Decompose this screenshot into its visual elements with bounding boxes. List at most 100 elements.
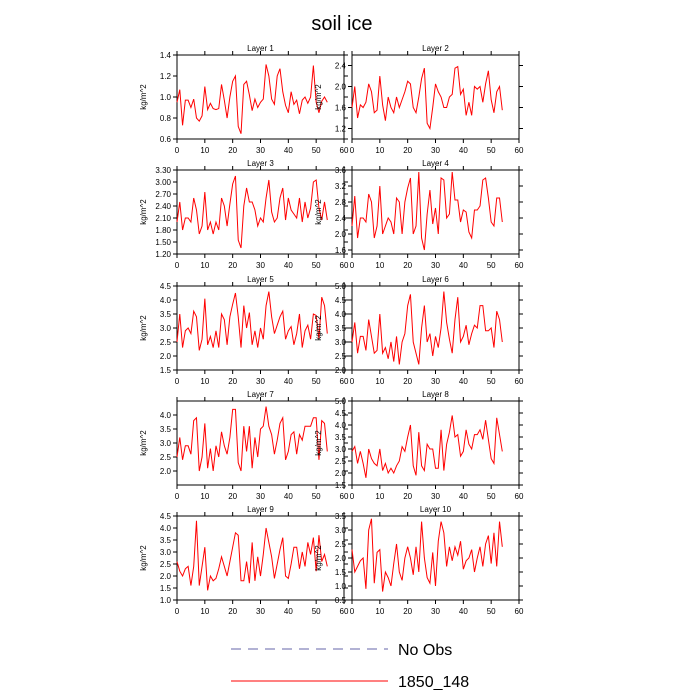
layer-8-ytick-label: 4.0 [335,421,347,430]
layer-5-xtick-label: 10 [200,377,209,386]
layer-2-xtick-label: 30 [431,146,440,155]
layer-8-ytick-label: 3.0 [335,445,347,454]
layer-8-title: Layer 8 [422,390,449,399]
layer-2-xtick-label: 50 [487,146,496,155]
layer-9-xtick-label: 60 [340,607,349,616]
layer-5-ytick-label: 2.5 [160,338,172,347]
layer-3-ytick-label: 1.50 [155,238,171,247]
layer-7-ylabel: kg/m^2 [139,430,148,456]
layer-9-series-line [176,520,328,591]
layer-4-ytick-label: 2.0 [335,230,347,239]
layer-1-xtick-label: 20 [228,146,237,155]
layer-10-ytick-label: 2.5 [335,540,347,549]
layer-8-panel: Layer 8 0 10 20 30 40 50 60 1.5 2.0 2.5 3.0 3.5 4.0 4.… [314,390,524,501]
layer-4-series-line [351,171,503,251]
layer-10-frame [351,515,520,601]
layer-9-xtick-label: 30 [256,607,265,616]
layer-7-xtick-label: 40 [284,492,293,501]
layer-7-xtick-label: 20 [228,492,237,501]
layer-4-ylabel: kg/m^2 [314,199,323,225]
layer-7-xtick-label: 50 [312,492,321,501]
layer-5-title: Layer 5 [247,275,274,284]
layer-9-ytick-label: 2.5 [160,560,172,569]
layer-2-ytick-label: 2.0 [335,83,347,92]
layer-10-ytick-label: 2.0 [335,554,347,563]
layer-5-ytick-label: 4.5 [160,282,172,291]
layer-2-series-line [351,65,503,131]
layer-7-series-line [176,406,328,472]
legend: No Obs 1850_148 [231,642,469,691]
layer-3-xtick-label: 60 [340,261,349,270]
layer-1-ytick-label: 0.8 [160,114,172,123]
layer-1-xtick-label: 30 [256,146,265,155]
layer-8-ytick-label: 5.0 [335,397,347,406]
layer-1-ylabel: kg/m^2 [139,84,148,110]
layer-5-xtick-label: 20 [228,377,237,386]
layer-9-title: Layer 9 [247,505,274,514]
layer-6-panel: Layer 6 0 10 20 30 40 50 60 2.0 2.5 3.0 3.5 4.0 4.5 5.… [314,275,524,386]
panels: Layer 10 10 20 30 40 50 600.60.81.01.21.4kg/m^… [139,44,524,616]
layer-2-ytick-label: 2.4 [335,62,347,71]
layer-5-xtick-label: 0 [175,377,180,386]
layer-5-xtick-label: 30 [256,377,265,386]
layer-10-xtick-label: 10 [375,607,384,616]
layer-3-panel: Layer 3 0 10 20 30 40 50 60 1.20 1.50 1.80 2.10 2.40… [139,159,349,270]
layer-6-ylabel: kg/m^2 [314,315,323,341]
layer-6-xtick-label: 20 [403,377,412,386]
layer-5-xtick-label: 60 [340,377,349,386]
layer-10-xtick-label: 40 [459,607,468,616]
layer-8-xtick-label: 50 [487,492,496,501]
layer-3-ytick-label: 3.30 [155,166,171,175]
layer-4-panel: Layer 4 0 10 20 30 40 50 60 1.6 2.0 2.4 2.8 3.2 3.6 kg… [314,159,524,270]
layer-7-ytick-label: 2.0 [160,467,172,476]
layer-2-xtick-label: 40 [459,146,468,155]
layer-7-ytick-label: 3.5 [160,425,172,434]
layer-10-ytick-label: 3.5 [335,512,347,521]
layer-4-xtick-label: 0 [350,261,355,270]
layer-6-xtick-label: 10 [375,377,384,386]
layer-3-ytick-label: 2.40 [155,202,171,211]
layer-6-ytick-label: 3.5 [335,324,347,333]
layer-10-xtick-label: 50 [487,607,496,616]
layer-6-title: Layer 6 [422,275,449,284]
layer-6-xtick-label: 50 [487,377,496,386]
layer-6-xtick-label: 40 [459,377,468,386]
layer-8-xtick-label: 30 [431,492,440,501]
layer-9-ylabel: kg/m^2 [139,545,148,571]
layer-5-xtick-label: 40 [284,377,293,386]
layer-5-ytick-label: 4.0 [160,296,172,305]
layer-6-ytick-label: 2.0 [335,366,347,375]
layer-3-ytick-label: 2.70 [155,190,171,199]
layer-3-xtick-label: 50 [312,261,321,270]
layer-9-ytick-label: 3.5 [160,536,172,545]
layer-10-ytick-label: 0.5 [335,596,347,605]
layer-6-xtick-label: 0 [350,377,355,386]
layer-4-xtick-label: 30 [431,261,440,270]
layer-8-xtick-label: 20 [403,492,412,501]
layer-8-xtick-label: 0 [350,492,355,501]
layer-10-xtick-label: 60 [515,607,524,616]
layer-1-xtick-label: 0 [175,146,180,155]
layer-10-ytick-label: 1.5 [335,568,347,577]
layer-10-xtick-label: 20 [403,607,412,616]
layer-4-ytick-label: 2.8 [335,198,347,207]
layer-5-ylabel: kg/m^2 [139,315,148,341]
layer-1-title: Layer 1 [247,44,274,53]
layer-2-ylabel: kg/m^2 [314,84,323,110]
layer-4-xtick-label: 60 [515,261,524,270]
layer-4-ytick-label: 3.2 [335,182,347,191]
layer-1-xtick-label: 10 [200,146,209,155]
layer-9-xtick-label: 50 [312,607,321,616]
layer-3-xtick-label: 20 [228,261,237,270]
layer-6-series-line [351,291,503,365]
figure-title: soil ice [311,13,372,35]
layer-1-xtick-label: 60 [340,146,349,155]
layer-6-xtick-label: 60 [515,377,524,386]
layer-2-panel: Layer 2 0 10 20 30 40 50 60 1.2 1.6 2.0 2.4 kg/m^2 [314,44,524,155]
layer-3-series-line [176,175,328,249]
layer-7-ytick-label: 4.0 [160,411,172,420]
layer-4-ytick-label: 2.4 [335,214,347,223]
layer-7-ytick-label: 3.0 [160,439,172,448]
layer-9-xtick-label: 20 [228,607,237,616]
